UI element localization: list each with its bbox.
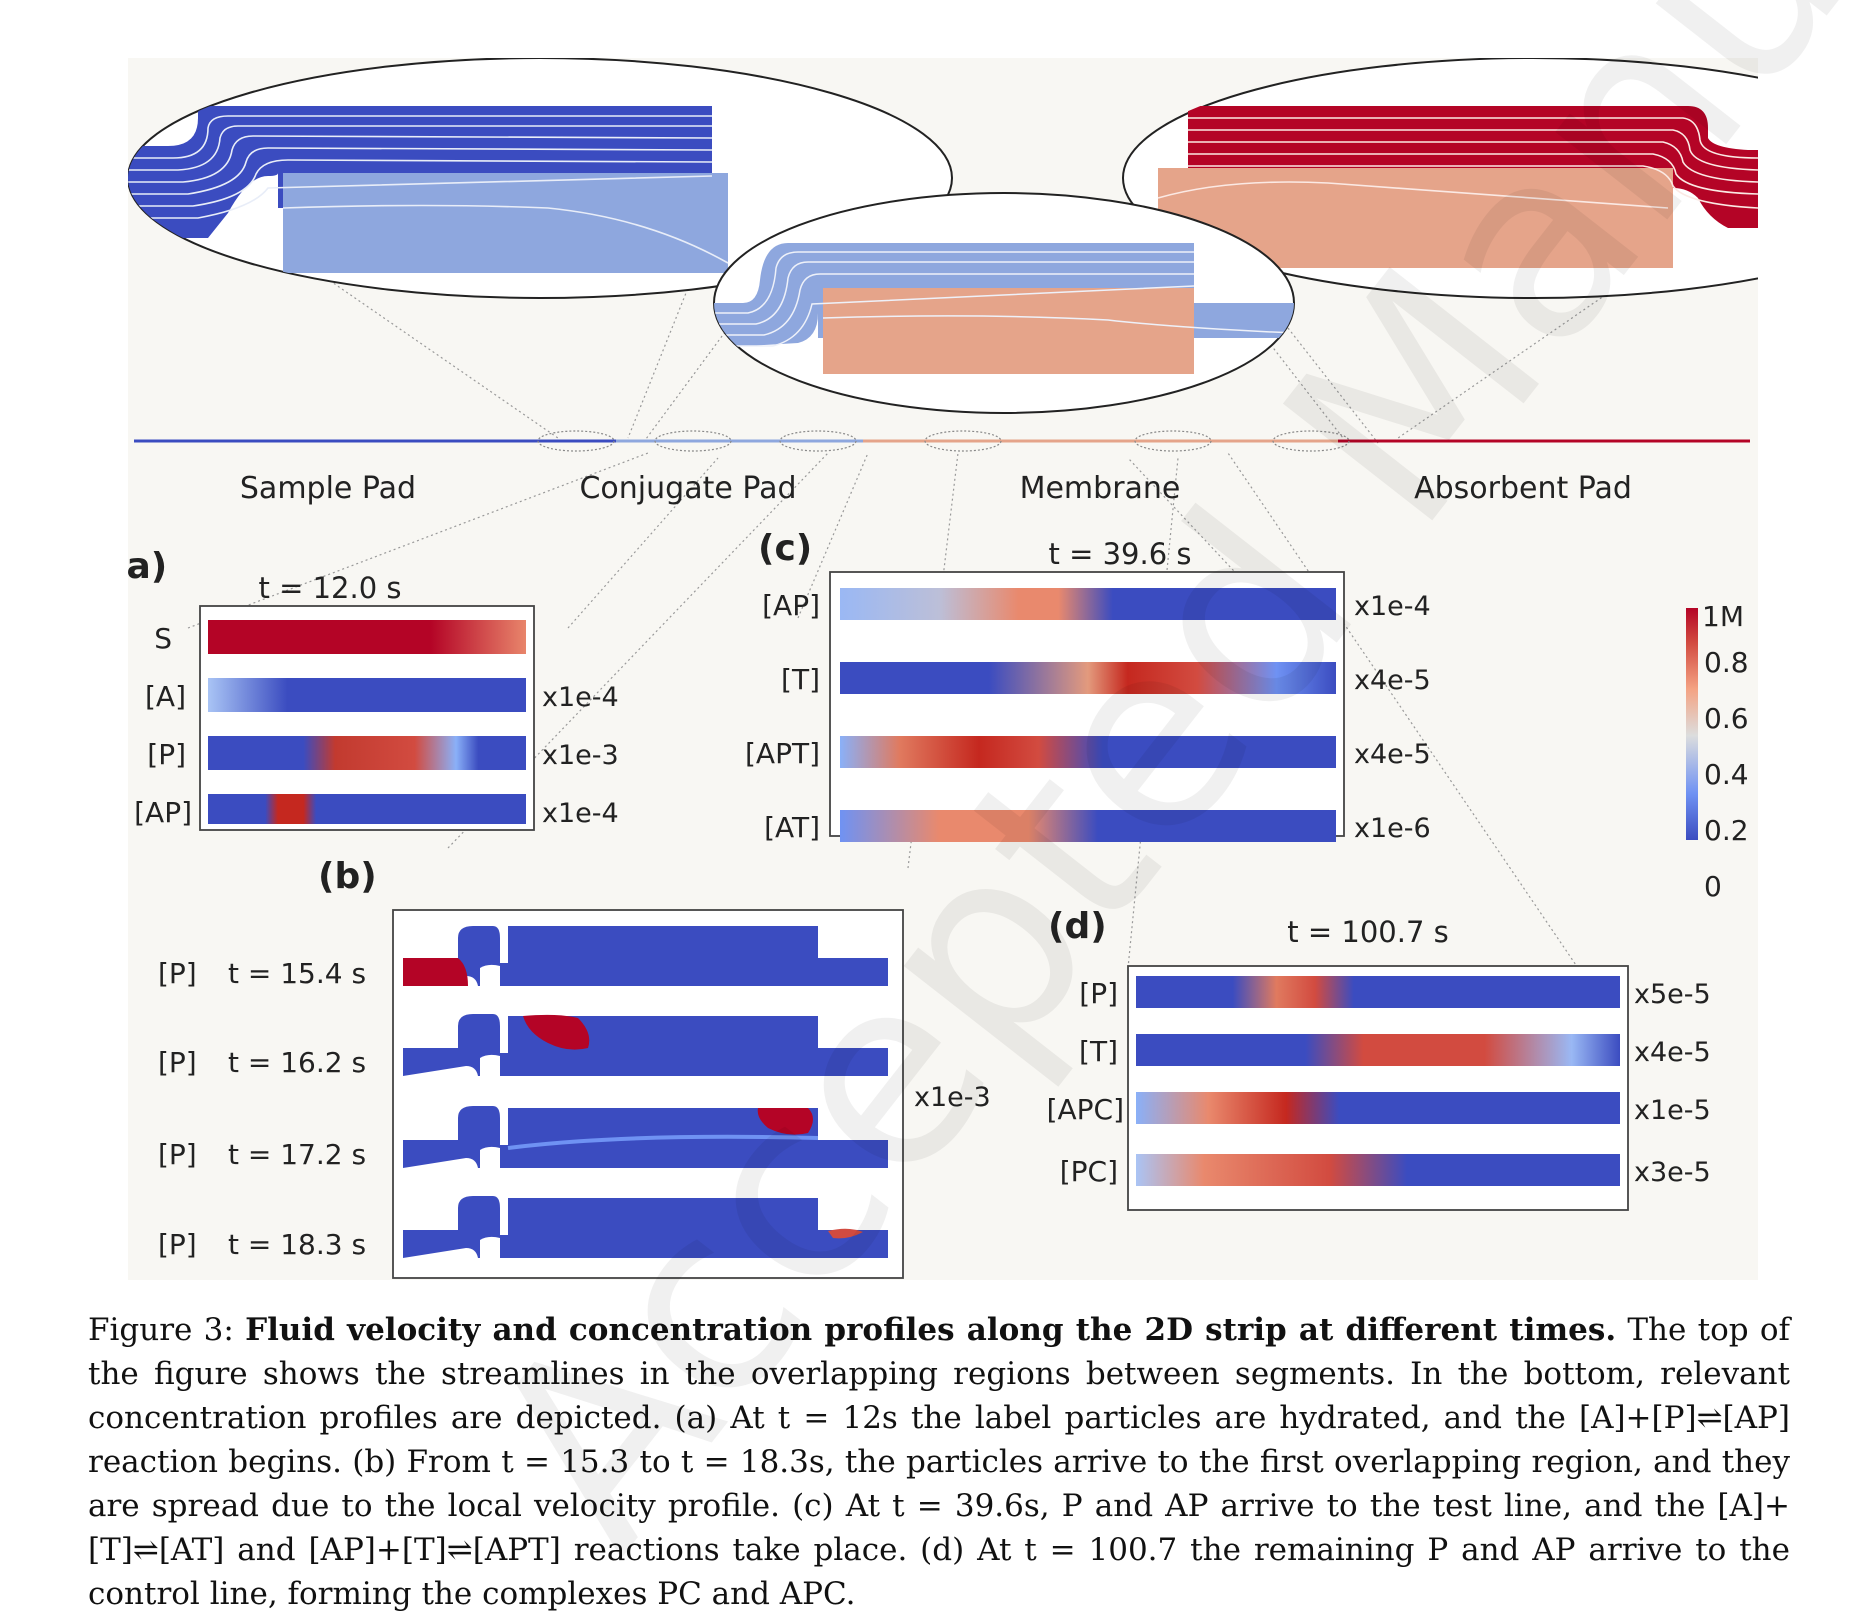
- streamline-ellipse-center: [713, 192, 1295, 414]
- panel-d-scale: x5e-5: [1634, 979, 1711, 1010]
- panel-b-row-time: t = 17.2 s: [228, 1138, 366, 1171]
- panel-b-row-label: [P]: [158, 1138, 197, 1171]
- panel-d-time: t = 100.7 s: [1287, 915, 1448, 949]
- test-strip: [134, 430, 1750, 452]
- panel-c-scale: x1e-4: [1354, 591, 1431, 622]
- panel-a-label: (a): [128, 546, 167, 587]
- panel-c-scale: x4e-5: [1354, 739, 1431, 770]
- panel-d-scale: x3e-5: [1634, 1157, 1711, 1188]
- panel-c-label: (c): [758, 528, 812, 569]
- panel-c: (c) t = 39.6 s [AP] [T] [APT] [AT] x1e-4…: [745, 528, 1431, 844]
- panel-c-row-label: [APT]: [745, 737, 820, 770]
- caption-title: Fluid velocity and concentration profile…: [245, 1312, 1617, 1348]
- panel-a-row-label: [AP]: [134, 796, 192, 829]
- panel-a-time: t = 12.0 s: [258, 571, 401, 605]
- panel-b-row-label: [P]: [158, 1228, 197, 1261]
- colorbar-tick: 0.4: [1704, 758, 1749, 791]
- colorbar-tick: 1M: [1702, 600, 1744, 633]
- panel-d-scale: x4e-5: [1634, 1037, 1711, 1068]
- panel-d-label: (d): [1048, 906, 1107, 947]
- panel-b-row-label: [P]: [158, 1046, 197, 1079]
- caption-prefix: Figure 3:: [88, 1312, 246, 1348]
- segment-label-sample-pad: Sample Pad: [240, 471, 416, 506]
- panel-b-row-time: t = 15.4 s: [228, 957, 366, 990]
- panel-c-time: t = 39.6 s: [1048, 537, 1191, 571]
- panel-b-row-time: t = 18.3 s: [228, 1228, 366, 1261]
- panel-b-row: [403, 926, 888, 986]
- panel-b-row-label: [P]: [158, 957, 197, 990]
- panel-c-row-label: [AT]: [764, 811, 820, 844]
- figure-graphic: Sample Pad Conjugate Pad Membrane Absorb…: [128, 58, 1758, 1280]
- streamline-ellipse-left: [128, 58, 953, 299]
- panel-d: (d) t = 100.7 s [P] [T] [APC] [PC] x5e-5…: [1047, 906, 1711, 1211]
- panel-b-row: [403, 1106, 888, 1168]
- panel-a-scale: x1e-3: [542, 740, 619, 771]
- colorbar-tick: 0.8: [1704, 646, 1749, 679]
- panel-a-row-label: [A]: [145, 680, 186, 713]
- segment-label-membrane: Membrane: [1020, 471, 1181, 506]
- segment-label-conjugate-pad: Conjugate Pad: [579, 471, 796, 506]
- colorbar-tick: 0.2: [1704, 814, 1749, 847]
- panel-b: (b) [P] t = 15.4 s [P: [158, 856, 991, 1279]
- panel-a-row-label: S: [154, 622, 172, 655]
- panel-a: (a) t = 12.0 s S [A] [P] [AP] x1e-4 x1e-…: [128, 546, 619, 831]
- panel-d-row-label: [PC]: [1060, 1155, 1118, 1188]
- panel-c-row-label: [AP]: [762, 589, 820, 622]
- panel-c-row-label: [T]: [781, 663, 820, 696]
- colorbar: 1M 0.8 0.6 0.4 0.2 0: [1686, 600, 1749, 903]
- panel-b-label: (b): [318, 856, 377, 897]
- panel-d-row-label: [P]: [1079, 977, 1118, 1010]
- panel-d-row-label: [T]: [1079, 1035, 1118, 1068]
- panel-a-row-label: [P]: [147, 738, 186, 771]
- panel-a-scale: x1e-4: [542, 798, 619, 829]
- panel-b-row-time: t = 16.2 s: [228, 1046, 366, 1079]
- colorbar-tick: 0: [1704, 870, 1722, 903]
- panel-d-scale: x1e-5: [1634, 1095, 1711, 1126]
- panel-d-row-label: [APC]: [1047, 1093, 1124, 1126]
- segment-label-absorbent-pad: Absorbent Pad: [1414, 471, 1632, 506]
- panel-b-row: [403, 1196, 888, 1258]
- panel-c-scale: x1e-6: [1354, 813, 1431, 844]
- panel-a-scale: x1e-4: [542, 682, 619, 713]
- figure-caption: Figure 3: Fluid velocity and concentrati…: [88, 1308, 1790, 1616]
- colorbar-tick: 0.6: [1704, 702, 1749, 735]
- panel-b-row: [403, 1014, 888, 1076]
- panel-b-scale: x1e-3: [914, 1082, 991, 1113]
- caption-body: The top of the figure shows the streamli…: [88, 1312, 1790, 1612]
- panel-c-scale: x4e-5: [1354, 665, 1431, 696]
- figure: Sample Pad Conjugate Pad Membrane Absorb…: [128, 58, 1758, 1280]
